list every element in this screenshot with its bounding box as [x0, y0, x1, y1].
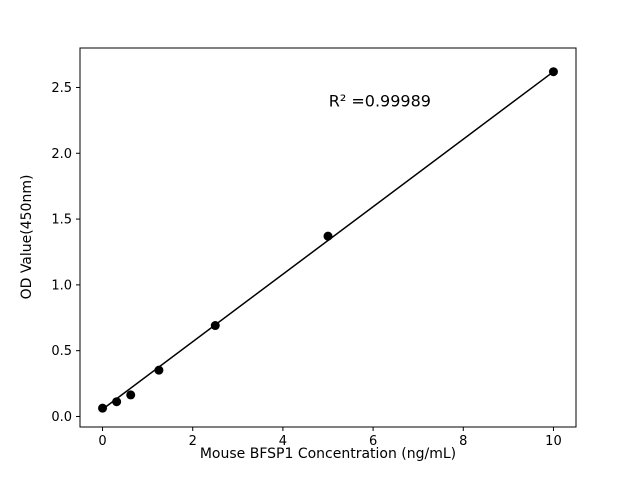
- plot-border: [79, 47, 577, 428]
- x-tick-label: 6: [369, 434, 377, 449]
- data-point: [112, 397, 122, 407]
- data-point: [154, 365, 164, 375]
- x-tick-label: 8: [459, 434, 467, 449]
- data-point: [98, 403, 108, 413]
- y-tick-label: 2.5: [51, 81, 72, 96]
- data-point: [210, 321, 220, 331]
- r-squared-annotation: R² =0.99989: [328, 91, 431, 111]
- x-tick-label: 2: [189, 434, 197, 449]
- y-tick-label: 0.5: [51, 344, 72, 359]
- data-point: [126, 390, 136, 400]
- y-axis-label: OD Value(450nm): [19, 174, 35, 300]
- data-point: [323, 231, 333, 241]
- x-tick-label: 10: [545, 434, 562, 449]
- y-tick-label: 2.0: [51, 147, 72, 162]
- y-tick-label: 1.5: [51, 213, 72, 228]
- y-tick-label: 1.0: [51, 278, 72, 293]
- x-tick-label: 4: [279, 434, 287, 449]
- x-tick-label: 0: [98, 434, 106, 449]
- y-tick-label: 0.0: [51, 410, 72, 425]
- data-point: [548, 67, 558, 77]
- x-axis-label: Mouse BFSP1 Concentration (ng/mL): [199, 446, 457, 462]
